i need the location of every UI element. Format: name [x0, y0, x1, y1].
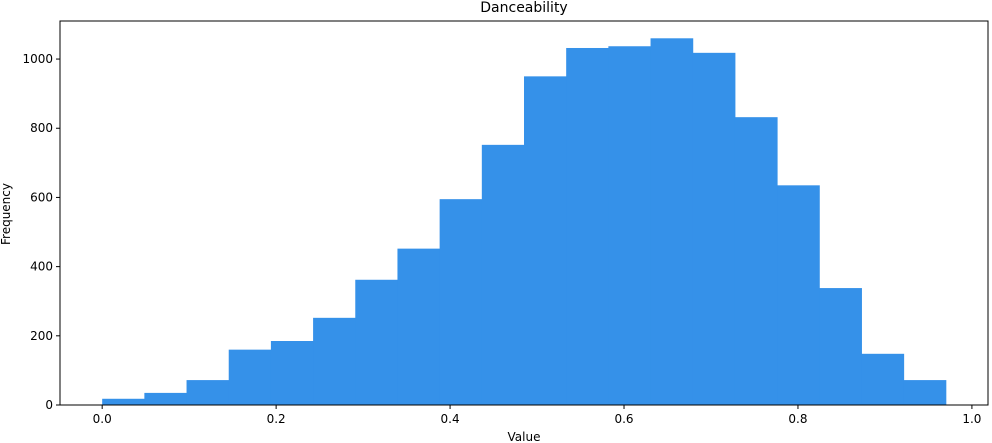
histogram-bar-4: [270, 341, 314, 405]
histogram-bar-3: [228, 349, 272, 405]
histogram-bar-15: [734, 117, 778, 405]
histogram-bar-5: [313, 317, 356, 405]
y-tick-label: 1000: [22, 52, 53, 66]
histogram-bar-18: [861, 353, 905, 405]
histogram-bar-2: [186, 380, 230, 405]
histogram-bar-17: [819, 288, 862, 405]
histogram-bar-1: [144, 392, 188, 405]
histogram-bar-11: [566, 47, 609, 405]
y-tick-label: 200: [30, 329, 53, 343]
y-tick-label: 600: [30, 190, 53, 204]
histogram-bar-9: [481, 144, 525, 406]
histogram-bar-13: [650, 38, 694, 405]
x-axis-ticks: 0.0 0.2 0.4 0.6 0.8 1.0: [93, 405, 981, 426]
bars-group: [102, 38, 947, 406]
y-tick-label: 0: [45, 398, 53, 412]
x-tick-label: 0.8: [788, 412, 807, 426]
histogram-bar-6: [355, 279, 398, 405]
y-axis-label: Frequency: [0, 183, 13, 245]
histogram-bar-12: [608, 46, 652, 405]
histogram-bar-0: [102, 398, 145, 405]
histogram-bar-10: [524, 76, 567, 405]
x-tick-label: 0.0: [93, 412, 112, 426]
x-axis-label: Value: [508, 430, 541, 443]
x-tick-label: 0.6: [614, 412, 633, 426]
y-axis-ticks: 0 200 400 600 800 1000: [22, 52, 60, 412]
x-tick-label: 0.2: [267, 412, 286, 426]
histogram-bar-8: [439, 199, 483, 405]
histogram-bar-14: [692, 52, 736, 405]
histogram-bar-19: [903, 380, 947, 405]
chart-title: Danceability: [480, 0, 567, 16]
plot-frame: [59, 20, 989, 406]
x-tick-label: 0.4: [441, 412, 460, 426]
y-tick-label: 800: [30, 121, 53, 135]
histogram-bar-16: [777, 185, 820, 405]
x-tick-label: 1.0: [962, 412, 981, 426]
histogram-bar-7: [397, 248, 441, 405]
y-tick-label: 400: [30, 260, 53, 274]
